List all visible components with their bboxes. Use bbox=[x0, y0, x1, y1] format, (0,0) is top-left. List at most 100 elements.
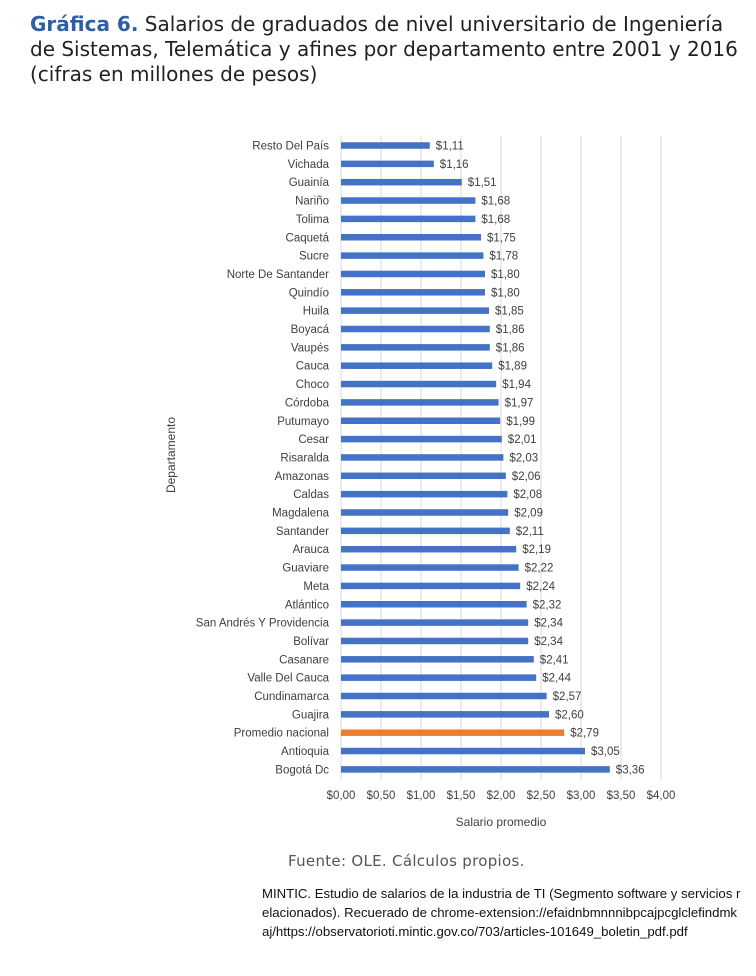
bar bbox=[341, 656, 534, 663]
bar bbox=[341, 747, 585, 755]
citation-text: MINTIC. Estudio de salarios de la indust… bbox=[262, 886, 741, 939]
category-label: Quindío bbox=[289, 287, 329, 299]
data-label: $2,44 bbox=[542, 673, 571, 685]
y-axis-title: Departamento bbox=[164, 417, 178, 493]
figure-title-text: Salarios de graduados de nivel universit… bbox=[30, 12, 738, 86]
x-tick-label: $0,50 bbox=[367, 790, 396, 802]
data-label: $2,19 bbox=[522, 544, 551, 556]
category-label: Córdoba bbox=[285, 397, 330, 409]
x-tick-label: $3,50 bbox=[607, 790, 636, 802]
figure-label: Gráfica 6. bbox=[30, 12, 139, 36]
data-label: $2,60 bbox=[555, 709, 584, 721]
data-label: $2,22 bbox=[525, 563, 554, 575]
data-label: $1,16 bbox=[440, 159, 469, 171]
category-label: Vichada bbox=[288, 159, 330, 171]
data-label: $3,05 bbox=[591, 746, 620, 758]
bar bbox=[341, 215, 476, 223]
category-label: Caldas bbox=[293, 489, 329, 501]
bar bbox=[341, 142, 430, 149]
bar bbox=[341, 344, 490, 351]
x-axis-title: Salario promedio bbox=[456, 815, 547, 829]
x-tick-label: $1,00 bbox=[407, 790, 436, 802]
category-label: Valle Del Cauca bbox=[247, 673, 329, 685]
x-tick-label: $1,50 bbox=[447, 790, 476, 802]
x-tick-label: $0,00 bbox=[327, 790, 356, 802]
category-label: Guajira bbox=[292, 709, 330, 721]
data-label: $1,94 bbox=[502, 379, 531, 391]
category-label: Magdalena bbox=[272, 508, 330, 520]
bar bbox=[341, 234, 481, 241]
data-label: $3,36 bbox=[616, 764, 645, 776]
category-label: Risaralda bbox=[280, 452, 329, 464]
bar bbox=[341, 490, 508, 498]
bar bbox=[341, 509, 509, 516]
category-label: Promedio nacional bbox=[234, 728, 329, 740]
bar bbox=[341, 380, 497, 388]
bar bbox=[341, 417, 501, 424]
bar bbox=[341, 601, 527, 608]
data-label: $1,80 bbox=[491, 269, 520, 281]
bar bbox=[341, 325, 490, 333]
data-label: $2,06 bbox=[512, 471, 541, 483]
data-label: $2,09 bbox=[514, 508, 543, 520]
category-label: Cauca bbox=[296, 361, 330, 373]
x-tick-label: $2,00 bbox=[487, 790, 516, 802]
data-label: $1,86 bbox=[496, 324, 525, 336]
category-label: Cundinamarca bbox=[254, 691, 329, 703]
category-label: Resto Del País bbox=[252, 141, 329, 153]
category-label: Cesar bbox=[298, 434, 329, 446]
bar bbox=[341, 454, 504, 461]
category-label: Sucre bbox=[299, 251, 329, 263]
bar bbox=[341, 527, 510, 535]
category-label: Vaupés bbox=[291, 342, 329, 354]
bar bbox=[341, 674, 537, 681]
category-label: Putumayo bbox=[277, 416, 329, 428]
category-label: Casanare bbox=[279, 654, 329, 666]
bar bbox=[341, 399, 499, 406]
bar bbox=[341, 270, 485, 278]
bar bbox=[341, 582, 521, 590]
data-label: $2,11 bbox=[516, 526, 544, 538]
category-label: Meta bbox=[303, 581, 329, 593]
x-tick-label: $4,00 bbox=[647, 790, 676, 802]
bar bbox=[341, 564, 519, 571]
category-label: Huila bbox=[303, 306, 330, 318]
data-label: $1,86 bbox=[496, 342, 525, 354]
x-tick-label: $3,00 bbox=[567, 790, 596, 802]
bar bbox=[341, 472, 506, 480]
bar bbox=[341, 711, 549, 718]
bar bbox=[341, 289, 485, 296]
category-label: Nariño bbox=[295, 196, 329, 208]
data-label: $1,89 bbox=[498, 361, 527, 373]
bar bbox=[341, 252, 484, 259]
category-label: Arauca bbox=[293, 544, 330, 556]
bar bbox=[341, 362, 493, 369]
category-label: San Andrés Y Providencia bbox=[196, 618, 330, 630]
source-note: Fuente: OLE. Cálculos propios. bbox=[288, 852, 525, 870]
data-label: $1,80 bbox=[491, 287, 520, 299]
bar bbox=[341, 766, 610, 773]
data-label: $2,79 bbox=[570, 728, 599, 740]
bar bbox=[341, 729, 565, 736]
bar bbox=[341, 435, 502, 443]
data-label: $2,32 bbox=[533, 599, 562, 611]
category-label: Atlántico bbox=[285, 599, 329, 611]
category-label: Amazonas bbox=[275, 471, 330, 483]
data-label: $2,08 bbox=[513, 489, 542, 501]
category-label: Boyacá bbox=[291, 324, 330, 336]
data-label: $2,41 bbox=[540, 654, 569, 666]
category-label: Caquetá bbox=[286, 232, 330, 244]
data-label: $1,68 bbox=[481, 196, 510, 208]
data-label: $1,78 bbox=[489, 251, 518, 263]
bar bbox=[341, 637, 529, 645]
bar-chart: Resto Del País $1,11 Vichada $1,16 Guainía $1… bbox=[164, 136, 676, 829]
data-label: $1,85 bbox=[495, 306, 524, 318]
bar bbox=[341, 160, 434, 168]
data-label: $2,34 bbox=[534, 636, 563, 648]
category-label: Norte De Santander bbox=[227, 269, 329, 281]
category-label: Santander bbox=[276, 526, 329, 538]
category-label: Guaviare bbox=[282, 563, 329, 575]
data-label: $1,68 bbox=[481, 214, 510, 226]
data-label: $2,03 bbox=[509, 452, 538, 464]
category-label: Antioquia bbox=[281, 746, 330, 758]
